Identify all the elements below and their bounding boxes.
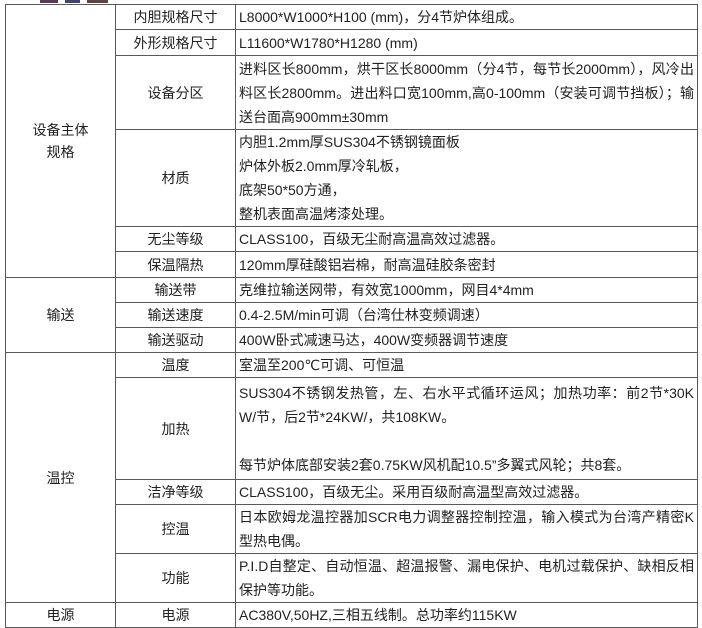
spec-label-cell: 电源: [115, 602, 236, 628]
spec-label-cell: 材质: [115, 129, 236, 227]
spec-row: 设备分区 进料区长800mm，烘干区长8000mm（分4节，每节长2000mm）…: [6, 55, 698, 130]
spec-value-cell: CLASS100，百级无尘耐高温高效过滤器。: [235, 226, 698, 252]
spec-row: 输送驱动 400W卧式减速马达，400W变频器调节速度: [6, 327, 698, 353]
spec-label-cell: 温度: [115, 352, 236, 378]
spec-row: 控温 日本欧姆龙温控器加SCR电力调整器控制控温，输入模式为台湾产精密K型热电偶…: [6, 504, 698, 554]
spec-value-cell: L11600*W1780*H1280 (mm): [235, 29, 698, 56]
spec-label-cell: 输送速度: [115, 302, 236, 328]
spec-label-cell: 输送驱动: [115, 327, 236, 353]
spec-row: 设备主体规格 内胆规格尺寸 L8000*W1000*H100 (mm)，分4节炉…: [5, 4, 698, 278]
spec-label-cell: 设备分区: [115, 55, 236, 130]
spec-value-cell: AC380V,50HZ,三相五线制。总功率约115KW: [235, 602, 698, 628]
spec-value-cell: 120mm厚硅酸铝岩棉，耐高温硅胶条密封: [235, 251, 698, 278]
spec-row: 温控 温度 室温至200℃可调、可恒温: [5, 352, 698, 603]
cropped-text-artifact: [40, 0, 108, 3]
spec-row: 加热 SUS304不锈钢发热管，左、右水平式循环运风；加热功率：前2节*30KW…: [6, 377, 698, 480]
spec-label-cell: 无尘等级: [115, 226, 236, 252]
spec-value-cell: L8000*W1000*H100 (mm)，分4节炉体组成。: [235, 4, 698, 30]
cropped-text-mark: [87, 0, 108, 3]
spec-value-cell: 进料区长800mm，烘干区长8000mm（分4节，每节长2000mm），风冷出料…: [235, 55, 698, 130]
spec-value-cell: CLASS100，百级无尘。采用百级耐高温型高效过滤器。: [235, 479, 698, 505]
spec-label-cell: 输送带: [115, 277, 236, 303]
spec-value-cell: 0.4-2.5M/min可调（台湾仕林变频调速）: [235, 302, 698, 328]
spec-label-cell: 加热: [115, 377, 236, 480]
spec-row: 功能 P.I.D自整定、自动恒温、超温报警、漏电保护、电机过载保护、缺相反相保护…: [6, 553, 698, 603]
spec-value-cell: SUS304不锈钢发热管，左、右水平式循环运风；加热功率：前2节*30KW/节，…: [235, 377, 698, 480]
spec-label-cell: 洁净等级: [115, 479, 236, 505]
cropped-text-mark: [65, 0, 80, 3]
spec-row: 外形规格尺寸 L11600*W1780*H1280 (mm): [6, 29, 698, 56]
category-cell-main-specs: 设备主体规格: [5, 4, 116, 278]
spec-label-cell: 功能: [115, 553, 236, 603]
spec-row: 电源 电源 AC380V,50HZ,三相五线制。总功率约115KW: [5, 602, 698, 628]
spec-value-cell: 400W卧式减速马达，400W变频器调节速度: [235, 327, 698, 353]
spec-value-cell: 室温至200℃可调、可恒温: [235, 352, 698, 378]
cropped-text-mark: [40, 0, 58, 3]
equipment-spec-table: 设备主体规格 内胆规格尺寸 L8000*W1000*H100 (mm)，分4节炉…: [5, 4, 698, 628]
spec-label-cell: 控温: [115, 504, 236, 554]
category-cell-power: 电源: [5, 602, 116, 628]
category-cell-conveyor: 输送: [5, 277, 116, 353]
spec-label-cell: 内胆规格尺寸: [115, 4, 236, 30]
spec-row: 输送 输送带 克维拉输送网带，有效宽1000mm，网目4*4mm: [5, 277, 698, 353]
spec-row: 洁净等级 CLASS100，百级无尘。采用百级耐高温型高效过滤器。: [6, 479, 698, 505]
spec-label-cell: 外形规格尺寸: [115, 29, 236, 56]
spec-value-cell: 克维拉输送网带，有效宽1000mm，网目4*4mm: [235, 277, 698, 303]
spec-value-cell: 内胆1.2mm厚SUS304不锈钢镜面板 炉体外板2.0mm厚冷轧板， 底架50…: [235, 129, 698, 227]
spec-value-cell: P.I.D自整定、自动恒温、超温报警、漏电保护、电机过载保护、缺相反相保护等功能…: [235, 553, 698, 603]
spec-value-cell: 日本欧姆龙温控器加SCR电力调整器控制控温，输入模式为台湾产精密K型热电偶。: [235, 504, 698, 554]
category-cell-temp-control: 温控: [5, 352, 116, 603]
spec-label-cell: 保温隔热: [115, 251, 236, 278]
spec-row: 材质 内胆1.2mm厚SUS304不锈钢镜面板 炉体外板2.0mm厚冷轧板， 底…: [6, 129, 698, 227]
